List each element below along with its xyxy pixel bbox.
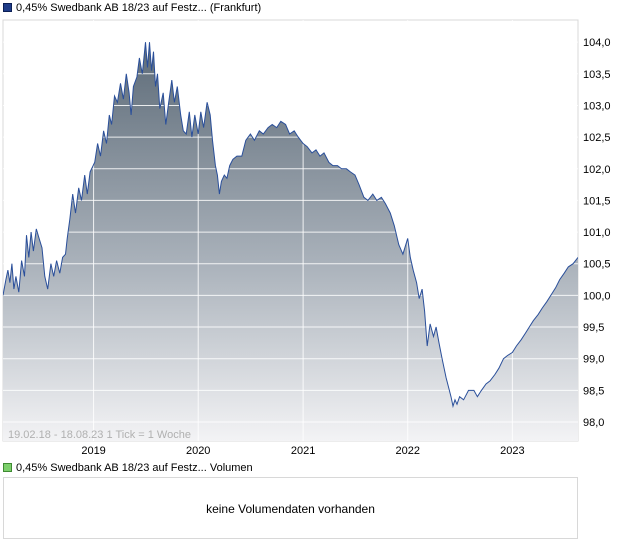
x-tick-label: 2022: [395, 445, 419, 457]
price-legend: 0,45% Swedbank AB 18/23 auf Festz... (Fr…: [3, 1, 261, 15]
x-tick-label: 2023: [500, 445, 524, 457]
series-line: [3, 42, 578, 409]
volume-legend-label: 0,45% Swedbank AB 18/23 auf Festz... Vol…: [16, 462, 253, 474]
y-tick-label: 104,0: [583, 37, 611, 49]
y-tick-label: 102,5: [583, 132, 611, 144]
price-legend-label: 0,45% Swedbank AB 18/23 auf Festz... (Fr…: [16, 2, 262, 14]
x-tick-label: 2020: [186, 445, 210, 457]
volume-legend-swatch: [3, 463, 12, 472]
price-chart: 98,0 98,5 99,0 99,5 100,0 100,5 101,0 101,5 102,…: [2, 19, 611, 457]
y-tick-label: 99,5: [583, 322, 604, 334]
price-legend-swatch: [3, 3, 12, 12]
volume-empty-message: keine Volumendaten vorhanden: [206, 502, 375, 516]
y-tick-label: 102,0: [583, 164, 611, 176]
volume-panel: keine Volumendaten vorhanden: [3, 477, 578, 539]
y-tick-label: 98,0: [583, 417, 604, 429]
y-tick-label: 103,0: [583, 100, 611, 112]
x-tick-label: 2021: [291, 445, 315, 457]
y-tick-label: 101,0: [583, 227, 611, 239]
x-tick-label: 2019: [81, 445, 105, 457]
y-tick-label: 99,0: [583, 354, 604, 366]
y-tick-label: 100,0: [583, 290, 611, 302]
volume-legend: 0,45% Swedbank AB 18/23 auf Festz... Vol…: [3, 461, 253, 475]
y-tick-label: 103,5: [583, 69, 611, 81]
y-tick-label: 101,5: [583, 195, 611, 207]
range-label: 19.02.18 - 18.08.23 1 Tick = 1 Woche: [8, 429, 191, 441]
y-tick-label: 98,5: [583, 385, 604, 397]
series-area: [3, 42, 578, 441]
y-tick-label: 100,5: [583, 259, 611, 271]
